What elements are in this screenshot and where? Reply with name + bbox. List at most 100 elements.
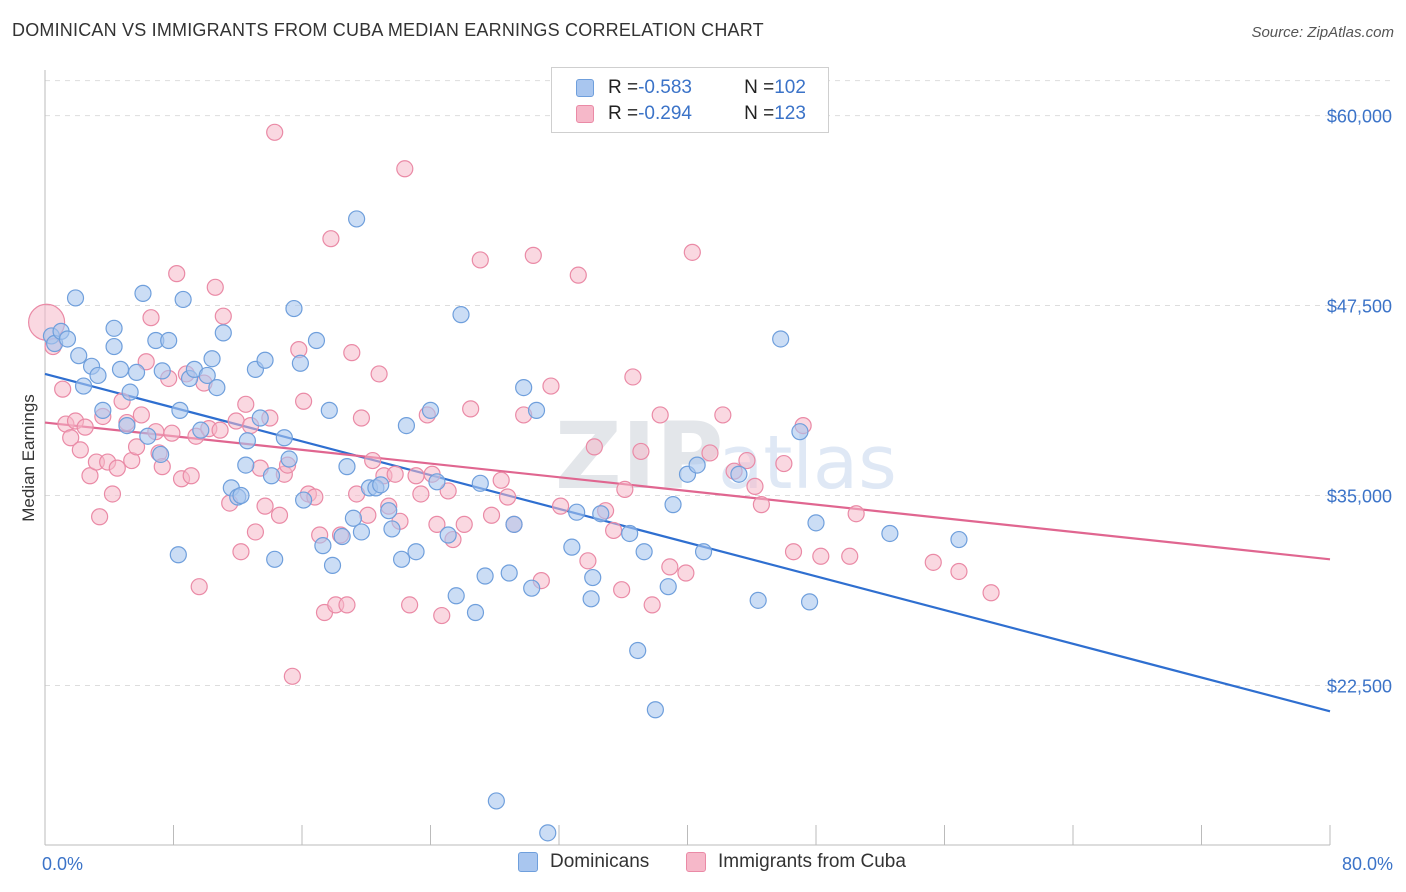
- legend-row-cuba: R = -0.294 N = 123: [576, 101, 806, 127]
- cuba-point: [168, 265, 186, 283]
- dominican-point: [118, 416, 136, 435]
- cuba-point: [237, 395, 255, 413]
- dominican-point: [295, 491, 313, 509]
- dominican-point: [452, 306, 470, 324]
- cuba-point: [352, 409, 371, 427]
- dominican-point: [584, 568, 602, 587]
- cuba-point: [270, 506, 289, 524]
- cuba-point: [54, 380, 72, 398]
- cuba-point: [386, 465, 404, 483]
- dominican-point: [791, 423, 809, 441]
- cuba-point: [295, 392, 313, 410]
- dominican-point: [160, 331, 178, 350]
- dominican-point: [171, 401, 189, 419]
- cuba-point: [524, 246, 542, 264]
- bottom-legend-dominicans: Dominicans: [518, 851, 649, 873]
- dominican-point: [139, 427, 157, 445]
- dominican-point: [338, 458, 356, 476]
- x-tick-label: 0.0%: [42, 854, 83, 874]
- cuba-point: [190, 578, 208, 596]
- dominican-point: [476, 567, 494, 585]
- dominican-point: [471, 474, 489, 492]
- dominican-point: [291, 354, 309, 372]
- dominican-point: [323, 556, 342, 574]
- cuba-point: [76, 418, 94, 436]
- cuba-point: [812, 547, 830, 565]
- dominican-point: [214, 324, 232, 342]
- cuba-point: [232, 543, 250, 561]
- cuba-point: [214, 307, 232, 325]
- cuba-point: [127, 438, 146, 456]
- cuba-point: [651, 406, 669, 424]
- dominican-point: [505, 515, 523, 533]
- cuba-point: [132, 406, 150, 424]
- cuba-point: [322, 230, 340, 248]
- dominican-point: [174, 290, 192, 309]
- dominican-point: [659, 578, 677, 596]
- dominican-point: [66, 289, 85, 307]
- dominican-point: [523, 579, 541, 597]
- dominican-point: [772, 330, 790, 348]
- dominican-point: [192, 421, 210, 439]
- cuba-point: [701, 444, 719, 462]
- legend-r-value: -0.583: [638, 77, 692, 98]
- cuba-point: [108, 459, 126, 477]
- dominican-point: [105, 337, 123, 356]
- cuba-point: [950, 562, 968, 581]
- legend-n-label: N =: [744, 103, 775, 124]
- dominican-point: [251, 409, 269, 427]
- dominican-point: [58, 330, 77, 348]
- dominican-point: [621, 524, 639, 543]
- bottom-legend: Dominicans Immigrants from Cuba: [0, 851, 1406, 879]
- dominican-point: [232, 486, 250, 505]
- cuba-point: [407, 467, 425, 485]
- dominican-trend-line: [44, 372, 1331, 713]
- cuba-point: [211, 421, 229, 439]
- dominican-point: [582, 590, 600, 608]
- dominican-point: [800, 593, 819, 611]
- dominican-point: [169, 546, 187, 564]
- cuba-point: [482, 506, 501, 524]
- cuba-point: [841, 547, 859, 565]
- dominican-point: [127, 363, 146, 382]
- cuba-point: [471, 251, 489, 269]
- dominican-point: [153, 362, 171, 380]
- legend-r-label: R =: [608, 77, 639, 98]
- dominican-point: [515, 378, 533, 397]
- dominican-point: [950, 530, 968, 549]
- y-tick-label: $22,500: [1327, 676, 1392, 696]
- dominican-point: [568, 503, 586, 521]
- cuba-point: [343, 344, 361, 362]
- dominican-point: [333, 527, 351, 546]
- dominican-point: [89, 366, 107, 385]
- cuba-point: [142, 309, 160, 327]
- bottom-legend-swatch-blue: [518, 852, 538, 872]
- dominican-point: [466, 603, 485, 622]
- dominican-point: [111, 360, 130, 378]
- cuba-point: [616, 480, 634, 499]
- cuba-point: [683, 243, 701, 261]
- dominican-point: [152, 445, 170, 464]
- dominican-point: [280, 450, 298, 468]
- dominican-point: [372, 476, 390, 494]
- cuba-point: [462, 400, 480, 418]
- cuba-point: [784, 543, 803, 561]
- dominican-point: [344, 509, 362, 527]
- cuba-point: [752, 496, 770, 514]
- dominican-point: [421, 401, 440, 419]
- dominican-point: [307, 331, 326, 350]
- dominican-point: [275, 429, 293, 447]
- legend-r-label: R =: [608, 103, 639, 124]
- bottom-legend-label: Immigrants from Cuba: [718, 851, 906, 872]
- chart-title: DOMINICAN VS IMMIGRANTS FROM CUBA MEDIAN…: [12, 20, 764, 40]
- dominican-point: [70, 347, 88, 365]
- y-tick-label: $60,000: [1327, 107, 1392, 127]
- cuba-point: [439, 482, 457, 500]
- y-axis-label: Median Earnings: [19, 394, 38, 522]
- dominican-point: [198, 366, 216, 385]
- cuba-point: [401, 596, 419, 614]
- dominican-point: [664, 496, 682, 514]
- cuba-point: [206, 278, 224, 296]
- dominican-point: [94, 401, 112, 419]
